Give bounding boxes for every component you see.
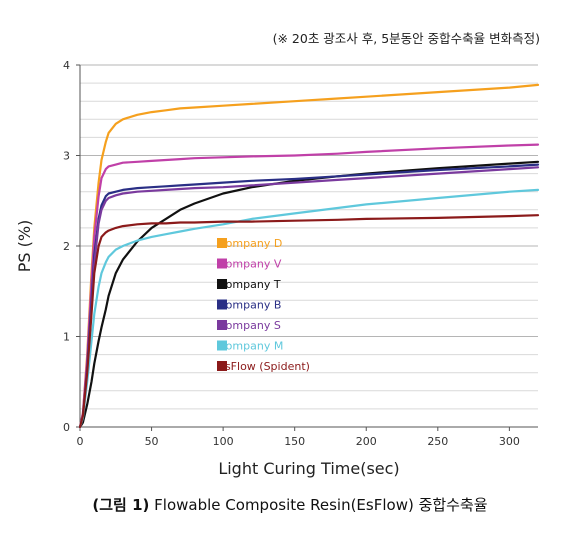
y-tick-label: 4 (63, 59, 70, 72)
x-tick-label: 200 (356, 435, 377, 448)
x-tick-label: 300 (499, 435, 520, 448)
legend-swatch-1 (217, 238, 227, 248)
figure-caption: (그림 1) Flowable Composite Resin(EsFlow) … (0, 494, 580, 515)
legend-label-1: Company D (218, 237, 282, 250)
x-tick-label: 250 (427, 435, 448, 448)
caption-label: (그림 1) (92, 496, 150, 514)
series-line-2 (78, 143, 540, 429)
x-tick-label: 50 (145, 435, 159, 448)
x-tick-label: 100 (213, 435, 234, 448)
measurement-note: (※ 20초 광조사 후, 5분동안 중합수축율 변화측정) (272, 31, 540, 46)
legend-swatch-5 (217, 320, 227, 330)
y-tick-label: 0 (63, 421, 70, 434)
x-tick-label: 150 (284, 435, 305, 448)
legend-swatch-7 (217, 361, 227, 371)
legend-swatch-6 (217, 340, 227, 351)
x-tick-label: 0 (77, 435, 84, 448)
x-axis-title: Light Curing Time(sec) (218, 459, 399, 478)
legend-label-4: Company B (218, 299, 281, 312)
series-line-5 (78, 166, 540, 429)
y-tick-label: 3 (63, 150, 70, 163)
series-line-3 (78, 160, 540, 429)
y-axis-title: PS (%) (15, 220, 34, 273)
y-tick-label: 1 (63, 331, 70, 344)
series-line-6 (78, 188, 540, 429)
legend-label-7: EsFlow (Spident) (218, 360, 310, 373)
legend-label-6: Company M (218, 340, 283, 353)
caption-text: Flowable Composite Resin(EsFlow) 중합수축율 (154, 496, 488, 514)
y-tick-label: 2 (63, 240, 70, 253)
legend-label-3: Company T (218, 278, 281, 291)
legend-label-5: Company S (218, 319, 281, 332)
legend-swatch-3 (217, 279, 227, 289)
legend-label-2: Company V (218, 258, 282, 271)
legend-swatch-4 (217, 299, 227, 310)
series-line-1 (78, 83, 540, 429)
series-line-4 (78, 163, 540, 429)
series-line-7 (78, 214, 540, 429)
legend-swatch-2 (217, 258, 227, 269)
